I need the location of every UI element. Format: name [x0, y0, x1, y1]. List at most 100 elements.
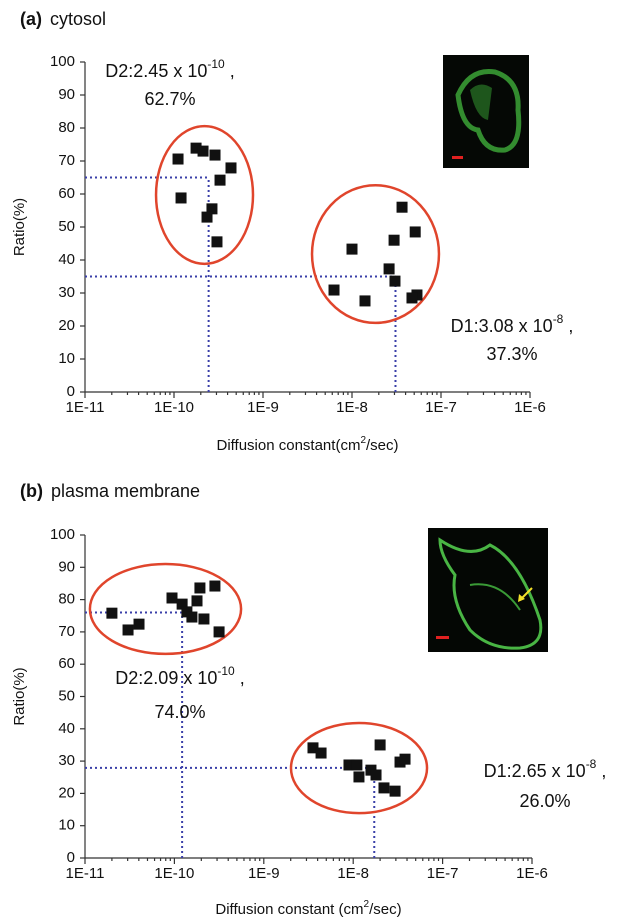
y-axis-label: Ratio(%) [11, 667, 28, 725]
y-tick-label: 10 [58, 350, 75, 367]
x-axis-label-part: /sec) [366, 437, 399, 454]
y-tick-label: 40 [58, 251, 75, 268]
cluster-label: D1:3.08 x 10-8 , [451, 312, 574, 336]
y-tick-label: 70 [58, 623, 75, 640]
data-point [353, 771, 364, 782]
cluster-label-tail: , [596, 761, 606, 781]
x-tick-label: 1E-11 [66, 865, 105, 882]
inset-image-b [428, 528, 548, 652]
data-point [389, 235, 400, 246]
x-tick-label: 1E-7 [427, 865, 459, 882]
cluster-percent: 26.0% [519, 791, 570, 811]
y-tick-label: 20 [58, 317, 75, 334]
cluster-percent: 74.0% [154, 702, 205, 722]
data-point [351, 759, 362, 770]
y-tick-label: 90 [58, 86, 75, 103]
y-tick-label: 80 [58, 119, 75, 136]
cluster-percent: 62.7% [144, 89, 195, 109]
y-tick-label: 20 [58, 784, 75, 801]
data-point [166, 592, 177, 603]
cluster-label-base: D1:2.65 x 10 [484, 761, 586, 781]
y-tick-label: 30 [58, 752, 75, 769]
data-point [210, 150, 221, 161]
data-point [202, 212, 213, 223]
data-point [214, 626, 225, 637]
data-point [194, 582, 205, 593]
cluster-label-tail: , [225, 61, 235, 81]
data-point [192, 595, 203, 606]
cluster-label-base: D2:2.09 x 10 [115, 668, 217, 688]
x-tick-label: 1E-6 [514, 399, 546, 416]
cluster-label: D2:2.09 x 10-10 , [115, 664, 244, 688]
cluster-label-exp: -8 [553, 312, 564, 326]
y-tick-label: 80 [58, 591, 75, 608]
panel-letter: (a) [20, 9, 42, 29]
data-point [209, 581, 220, 592]
data-point [375, 739, 386, 750]
cluster-percent: 37.3% [486, 344, 537, 364]
data-point [316, 748, 327, 759]
data-point [134, 619, 145, 630]
cluster-label-base: D1:3.08 x 10 [451, 316, 553, 336]
y-axis-label: Ratio(%) [11, 198, 28, 256]
y-tick-label: 40 [58, 720, 75, 737]
x-tick-label: 1E-8 [336, 399, 368, 416]
cluster-label-base: D2:2.45 x 10 [105, 61, 207, 81]
y-tick-label: 10 [58, 817, 75, 834]
y-tick-label: 60 [58, 185, 75, 202]
x-axis-label-part: /sec) [369, 901, 402, 918]
data-point [329, 285, 340, 296]
y-tick-label: 100 [50, 526, 75, 543]
panel-title: (b) plasma membrane [20, 481, 200, 501]
data-point [406, 292, 417, 303]
inset-image-a [443, 55, 529, 168]
y-tick-label: 60 [58, 655, 75, 672]
y-tick-label: 50 [58, 218, 75, 235]
data-point [211, 236, 222, 247]
y-tick-label: 90 [58, 558, 75, 575]
data-point [215, 175, 226, 186]
data-point [226, 162, 237, 173]
cluster-label-tail: , [563, 316, 573, 336]
data-point [389, 276, 400, 287]
figure: (a)cytosol01020304050607080901001E-111E-… [0, 0, 632, 922]
data-point [106, 608, 117, 619]
cluster-label-tail: , [235, 668, 245, 688]
data-point [371, 769, 382, 780]
x-tick-label: 1E-9 [248, 865, 280, 882]
cluster-label-exp: -8 [586, 757, 597, 771]
y-tick-label: 0 [67, 849, 75, 866]
x-axis-label: Diffusion constant (cm2/sec) [215, 899, 401, 918]
y-tick-label: 50 [58, 687, 75, 704]
data-point [384, 263, 395, 274]
cluster-label-exp: -10 [207, 57, 225, 71]
x-tick-label: 1E-10 [154, 399, 194, 416]
x-tick-label: 1E-10 [154, 865, 194, 882]
data-point [198, 613, 209, 624]
data-point [410, 226, 421, 237]
x-tick-label: 1E-8 [337, 865, 369, 882]
cluster-label-exp: -10 [217, 664, 235, 678]
data-point [347, 244, 358, 255]
panel-letter: (b) [20, 481, 43, 501]
x-tick-label: 1E-11 [66, 399, 105, 416]
x-axis-label-part: Diffusion constant (cm [215, 901, 363, 918]
cluster-label: D2:2.45 x 10-10 , [105, 57, 234, 81]
data-point [400, 754, 411, 765]
x-tick-label: 1E-9 [247, 399, 279, 416]
data-point [186, 612, 197, 623]
cluster-label: D1:2.65 x 10-8 , [484, 757, 607, 781]
x-axis-label: Diffusion constant(cm2/sec) [216, 435, 398, 454]
panel-name: plasma membrane [51, 481, 200, 501]
data-point [397, 202, 408, 213]
y-tick-label: 100 [50, 53, 75, 70]
data-point [360, 295, 371, 306]
panel-name: cytosol [50, 9, 106, 29]
data-point [198, 146, 209, 157]
data-point [123, 624, 134, 635]
cluster-ellipse [312, 185, 439, 323]
y-tick-label: 0 [67, 383, 75, 400]
x-tick-label: 1E-7 [425, 399, 457, 416]
data-point [378, 782, 389, 793]
x-axis-label-part: Diffusion constant(cm [216, 437, 360, 454]
